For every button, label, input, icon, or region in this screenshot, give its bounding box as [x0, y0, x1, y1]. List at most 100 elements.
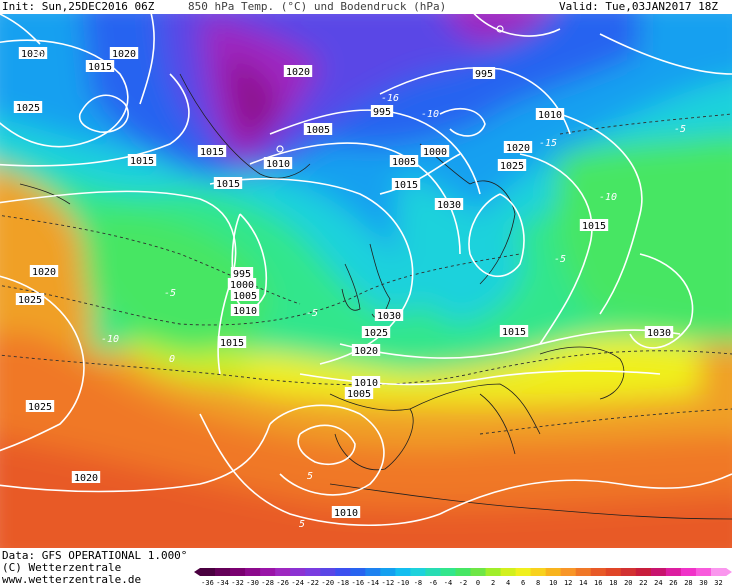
color-scale-tick: 28: [684, 579, 692, 587]
isobar-label: 1020: [74, 473, 98, 484]
temperature-label: -16: [381, 93, 399, 104]
color-scale-segment: [380, 568, 396, 576]
color-scale-tick: -36: [201, 579, 214, 587]
isobar-label: 1030: [647, 328, 671, 339]
isobar-label-bg: [535, 108, 565, 120]
isobar-label: 1025: [18, 295, 42, 306]
color-scale-segment: [590, 568, 607, 576]
isobar-label-bg: [644, 326, 674, 338]
color-scale-tick: -34: [216, 579, 229, 587]
isobar-label: 1025: [28, 402, 52, 413]
isobar-label: 1010: [266, 159, 290, 170]
isobar-label: 1020: [506, 143, 530, 154]
color-scale-tick: 14: [579, 579, 587, 587]
isobar-label-bg: [217, 336, 247, 348]
isobar-label-bg: [351, 344, 381, 356]
color-scale-segment: [680, 568, 697, 576]
color-scale-tick: 32: [714, 579, 722, 587]
color-scale-segment: [215, 568, 231, 576]
isobar-label: 1015: [200, 147, 224, 158]
map-footer: Data: GFS OPERATIONAL 1.000° (C) Wetterz…: [0, 548, 732, 587]
color-scale-segment: [485, 568, 502, 576]
isobar-label-bg: [227, 278, 257, 290]
color-scale-segment: [440, 568, 456, 576]
isobar-label-bg: [127, 154, 157, 166]
isobar-label: 1005: [306, 125, 330, 136]
color-scale-segment: [260, 568, 276, 576]
isobar-label-bg: [497, 159, 527, 171]
website-text: www.wetterzentrale.de: [2, 573, 142, 586]
color-scale-tick: 22: [639, 579, 647, 587]
valid-time: Valid: Tue,03JAN2017 18Z: [559, 0, 718, 13]
isobar-label: 995: [373, 107, 391, 118]
isobar-label-bg: [230, 267, 254, 279]
isobar-label-bg: [29, 265, 59, 277]
color-scale-right-arrow: [726, 568, 732, 576]
isobar-label-bg: [263, 157, 293, 169]
color-scale-tick: 20: [624, 579, 632, 587]
isobar-label: 1010: [538, 110, 562, 121]
isobar-label: 1000: [423, 147, 447, 158]
color-scale-segment: [515, 568, 532, 576]
temperature-label: -10: [599, 192, 617, 203]
color-scale-segment: [365, 568, 381, 576]
temperature-label: -15: [539, 138, 557, 149]
data-source-text: Data: GFS OPERATIONAL 1.000°: [2, 549, 188, 562]
color-scale-segment: [635, 568, 652, 576]
temperature-label: -10: [101, 334, 119, 345]
isobar-label: 1015: [216, 179, 240, 190]
color-scale-segment: [605, 568, 622, 576]
color-scale-tick: -6: [429, 579, 437, 587]
color-scale-tick: -2: [459, 579, 467, 587]
temperature-label: 0: [169, 354, 175, 365]
color-scale-segment: [200, 568, 216, 576]
isobar-label-bg: [13, 101, 43, 113]
isobar-label: 1025: [16, 103, 40, 114]
color-scale-tick: -16: [351, 579, 364, 587]
isobar-label: 1025: [364, 328, 388, 339]
isobar-label: 1010: [233, 306, 257, 317]
isobar-label: 1015: [88, 62, 112, 73]
isobar-label: 1025: [500, 161, 524, 172]
color-scale-segment: [320, 568, 336, 576]
color-scale-tick: -32: [231, 579, 244, 587]
temperature-label: -5: [306, 308, 318, 319]
color-scale-segment: [410, 568, 426, 576]
color-scale-tick: -20: [321, 579, 334, 587]
color-scale-tick: 2: [491, 579, 495, 587]
color-scale-segment: [395, 568, 411, 576]
isobar-label-bg: [331, 506, 361, 518]
color-scale-tick: -12: [382, 579, 395, 587]
color-scale-tick: -30: [246, 579, 259, 587]
color-scale-tick: -24: [291, 579, 304, 587]
temperature-label: -5: [164, 288, 176, 299]
color-scale-segment: [455, 568, 472, 576]
isobar-label-bg: [230, 289, 260, 301]
pressure-center-markers: [36, 25, 504, 153]
color-scale-tick: -26: [276, 579, 289, 587]
isobar-label-bg: [391, 178, 421, 190]
isobar-label-bg: [303, 123, 333, 135]
isobar-label-bg: [434, 198, 464, 210]
color-scale-tick: -4: [444, 579, 452, 587]
isobar-label-bg: [472, 67, 496, 79]
isobar-label-bg: [109, 47, 139, 59]
map-header: Init: Sun,25DEC2016 06Z 850 hPa Temp. (°…: [0, 0, 732, 14]
color-scale-tick: 6: [521, 579, 525, 587]
color-scale-tick: 30: [699, 579, 707, 587]
color-scale-tick: 10: [549, 579, 557, 587]
color-scale-tick: -18: [336, 579, 349, 587]
color-scale-left-arrow: [194, 568, 200, 576]
copyright-text: (C) Wetterzentrale: [2, 561, 122, 574]
color-scale-segment: [335, 568, 351, 576]
isobar-label-bg: [18, 47, 48, 59]
temperature-label: 5: [299, 519, 305, 530]
isobar-label-bg: [85, 60, 115, 72]
isobar-label: 1030: [437, 200, 461, 211]
color-scale-tick: -14: [367, 579, 380, 587]
temperature-contours: [0, 113, 732, 435]
isobar-label-bg: [71, 471, 101, 483]
isobar-label: 995: [475, 69, 493, 80]
isobar-label: 1030: [21, 49, 45, 60]
color-scale-tick: 24: [654, 579, 662, 587]
